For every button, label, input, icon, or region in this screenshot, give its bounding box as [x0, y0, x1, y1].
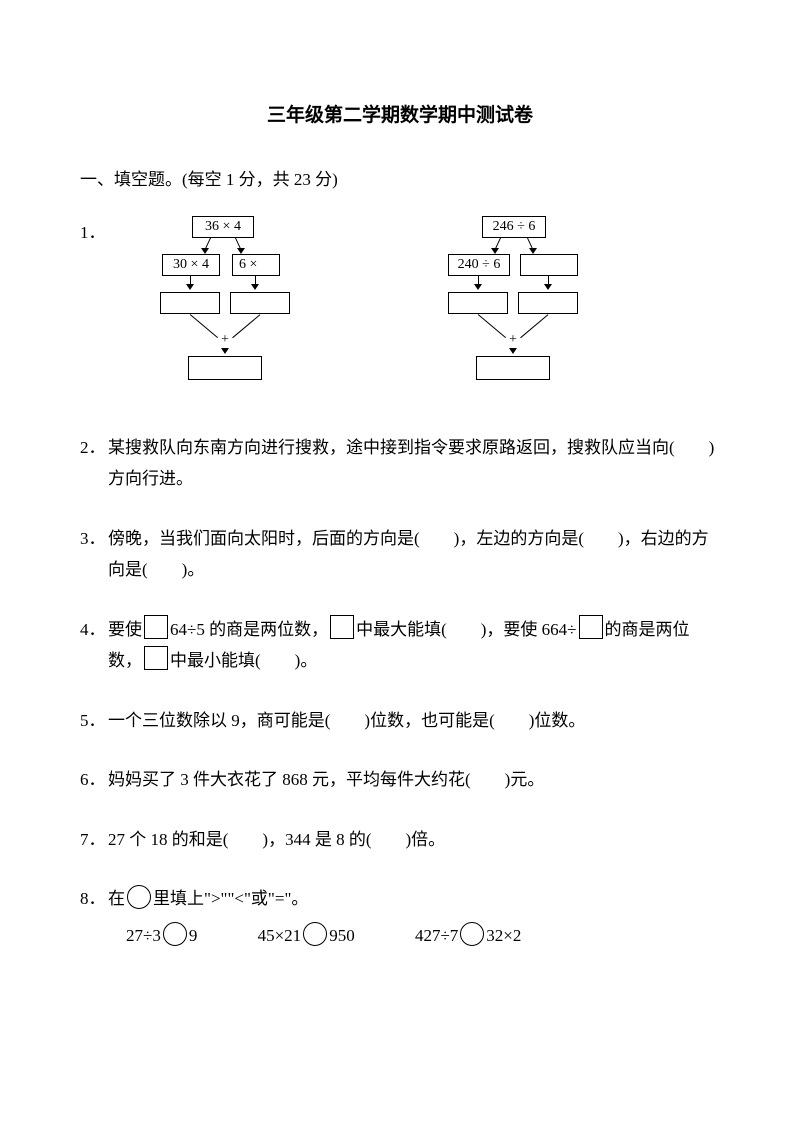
blank-box[interactable]: [330, 615, 354, 639]
arrow-icon: [221, 348, 229, 354]
plus-symbol: +: [509, 332, 517, 348]
box-blank[interactable]: [230, 292, 290, 314]
expr: 45×21: [258, 926, 302, 945]
compare-item: 427÷7 32×2: [415, 922, 521, 946]
arrow-icon: [509, 348, 517, 354]
connector: [520, 314, 548, 338]
box-blank[interactable]: [160, 292, 220, 314]
q-text: 妈妈买了 3 件大衣花了 868 元，平均每件大约花( )元。: [108, 770, 544, 789]
q-text: 中最小能填( )。: [170, 651, 317, 670]
q-text: 在: [108, 889, 125, 908]
question-3: 3．傍晚，当我们面向太阳时，后面的方向是( )，左边的方向是( )，右边的方向是…: [80, 523, 720, 586]
connector: [232, 314, 260, 338]
q1-diagrams: 36 × 4 30 × 4 6 × +: [130, 216, 640, 396]
box-top: 246 ÷ 6: [482, 216, 546, 238]
question-6: 6．妈妈买了 3 件大衣花了 868 元，平均每件大约花( )元。: [80, 764, 720, 795]
box-top: 36 × 4: [192, 216, 254, 238]
arrow-icon: [251, 284, 259, 290]
box-l2a: 240 ÷ 6: [448, 254, 510, 276]
section-heading: 一、填空题。(每空 1 分，共 23 分): [80, 165, 720, 190]
box-blank[interactable]: [448, 292, 508, 314]
q-text: 里填上">""<"或"="。: [153, 889, 308, 908]
exam-page: 三年级第二学期数学期中测试卷 一、填空题。(每空 1 分，共 23 分) 1． …: [0, 0, 800, 1006]
q-text: 中最大能填( )，要使 664÷: [356, 620, 576, 639]
connector: [478, 314, 506, 338]
expr: 32×2: [486, 926, 521, 945]
q-text: 一个三位数除以 9，商可能是( )位数，也可能是( )位数。: [108, 711, 585, 730]
expr: 427÷7: [415, 926, 458, 945]
q-text: 某搜救队向东南方向进行搜救，途中接到指令要求原路返回，搜救队应当向( )方向行进…: [108, 438, 714, 488]
connector: [190, 314, 218, 338]
arrow-icon: [544, 284, 552, 290]
plus-symbol: +: [221, 332, 229, 348]
compare-item: 27÷3 9: [126, 922, 197, 946]
box-l2a: 30 × 4: [162, 254, 220, 276]
q-number: 3．: [80, 523, 108, 554]
q-number: 2．: [80, 432, 108, 463]
flow-left: 36 × 4 30 × 4 6 × +: [130, 216, 350, 396]
question-1: 1． 36 × 4 30 × 4 6 × +: [80, 216, 720, 432]
blank-box[interactable]: [144, 615, 168, 639]
q-number: 7．: [80, 824, 108, 855]
box-l2b[interactable]: 6 ×: [232, 254, 280, 276]
blank-circle[interactable]: [303, 922, 327, 946]
q-number: 5．: [80, 705, 108, 736]
q-text: 27 个 18 的和是( )，344 是 8 的( )倍。: [108, 830, 445, 849]
flow-right: 246 ÷ 6 240 ÷ 6 +: [420, 216, 640, 396]
blank-box[interactable]: [144, 646, 168, 670]
q8-compare-row: 27÷3 9 45×21 950 427÷7 32×2: [80, 922, 720, 946]
blank-box[interactable]: [579, 615, 603, 639]
compare-item: 45×21 950: [258, 922, 355, 946]
question-7: 7．27 个 18 的和是( )，344 是 8 的( )倍。: [80, 824, 720, 855]
q-text: 64÷5 的商是两位数，: [170, 620, 328, 639]
box-blank[interactable]: [518, 292, 578, 314]
q-number: 4．: [80, 614, 108, 645]
blank-circle[interactable]: [163, 922, 187, 946]
blank-circle[interactable]: [460, 922, 484, 946]
expr: 27÷3: [126, 926, 161, 945]
arrow-icon: [474, 284, 482, 290]
arrow-icon: [186, 284, 194, 290]
exam-title: 三年级第二学期数学期中测试卷: [80, 100, 720, 127]
box-result[interactable]: [476, 356, 550, 380]
box-result[interactable]: [188, 356, 262, 380]
q-text: 要使: [108, 620, 142, 639]
question-4: 4．要使64÷5 的商是两位数，中最大能填( )，要使 664÷的商是两位数，中…: [80, 614, 720, 677]
expr: 9: [189, 926, 198, 945]
expr: 950: [329, 926, 355, 945]
question-5: 5．一个三位数除以 9，商可能是( )位数，也可能是( )位数。: [80, 705, 720, 736]
box-blank[interactable]: [520, 254, 578, 276]
question-8: 8．在 里填上">""<"或"="。: [80, 883, 720, 914]
question-2: 2．某搜救队向东南方向进行搜救，途中接到指令要求原路返回，搜救队应当向( )方向…: [80, 432, 720, 495]
q-text: 傍晚，当我们面向太阳时，后面的方向是( )，左边的方向是( )，右边的方向是( …: [108, 529, 709, 579]
blank-circle[interactable]: [127, 885, 151, 909]
q-number: 8．: [80, 883, 108, 914]
q-number: 6．: [80, 764, 108, 795]
q1-number: 1．: [80, 216, 130, 243]
